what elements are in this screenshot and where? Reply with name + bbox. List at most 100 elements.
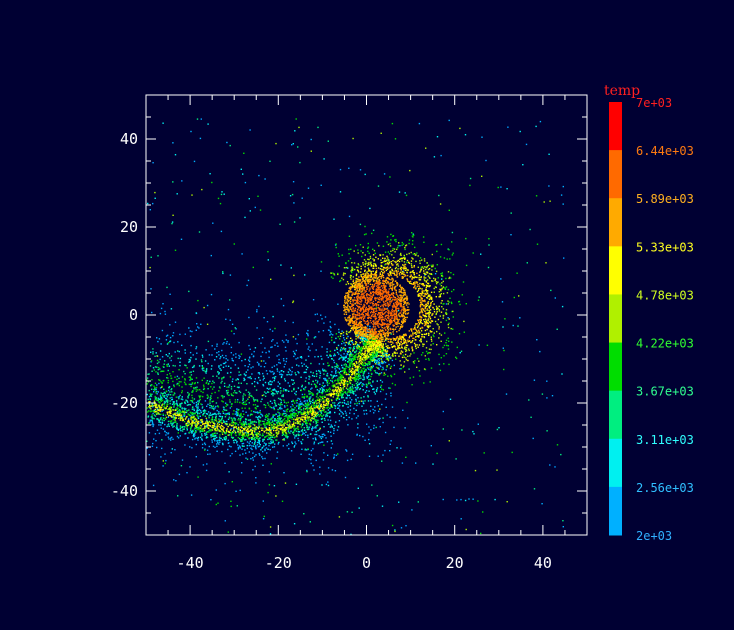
data-point (274, 376, 277, 378)
data-point (289, 425, 292, 427)
data-point (327, 419, 329, 421)
data-point (155, 390, 158, 393)
data-point (210, 397, 212, 400)
data-point (347, 424, 349, 426)
data-point (179, 405, 181, 407)
data-point (447, 323, 449, 326)
data-point (208, 417, 210, 419)
data-point (226, 372, 229, 374)
data-point (168, 412, 171, 414)
data-point (302, 409, 305, 411)
data-point (270, 432, 273, 434)
data-point (323, 406, 326, 408)
data-point (190, 412, 193, 414)
data-point (324, 419, 326, 421)
data-point (218, 443, 220, 445)
data-point (341, 254, 343, 256)
data-point (202, 413, 204, 416)
data-point (264, 426, 266, 429)
data-point (329, 416, 331, 418)
data-point (424, 274, 426, 276)
data-point (172, 380, 174, 383)
data-point (240, 440, 242, 443)
data-point (319, 413, 322, 416)
data-point (378, 350, 380, 352)
data-point (549, 464, 551, 466)
data-point (439, 369, 442, 372)
data-point (337, 393, 340, 395)
data-point (444, 288, 447, 290)
data-point (201, 361, 203, 363)
data-point (318, 406, 321, 409)
data-point (308, 390, 310, 392)
data-point (365, 341, 367, 343)
data-point (472, 430, 474, 433)
data-point (365, 345, 368, 348)
data-point (322, 459, 325, 461)
data-point (354, 390, 356, 392)
data-point (169, 336, 172, 339)
data-point (269, 423, 271, 425)
data-point (326, 390, 328, 392)
data-point (335, 363, 338, 365)
data-point (181, 386, 183, 388)
data-point (346, 266, 348, 269)
data-point (246, 458, 249, 460)
data-point (230, 446, 232, 448)
data-point (386, 366, 388, 368)
data-point (203, 409, 206, 411)
data-point (372, 248, 374, 250)
data-point (422, 267, 425, 270)
data-point (212, 434, 214, 436)
data-point (170, 406, 173, 409)
data-point (291, 400, 293, 403)
data-point (179, 413, 181, 415)
data-point (304, 418, 307, 420)
data-point (187, 391, 189, 394)
data-point (204, 412, 206, 414)
data-point (345, 356, 347, 359)
data-point (195, 329, 197, 331)
data-point (362, 435, 364, 438)
data-point (405, 357, 407, 359)
data-point (209, 407, 211, 409)
data-point (274, 418, 276, 420)
data-point (243, 403, 245, 406)
data-point (318, 410, 321, 412)
data-point (223, 382, 226, 385)
data-point (358, 348, 361, 350)
data-point (248, 198, 250, 200)
data-point (226, 403, 228, 406)
data-point (412, 240, 414, 242)
data-point (176, 411, 179, 413)
data-point (296, 415, 298, 417)
data-point (369, 361, 371, 363)
data-point (415, 260, 417, 263)
data-point (225, 361, 227, 363)
data-point (287, 424, 289, 426)
data-point (324, 385, 326, 387)
data-point (295, 393, 297, 396)
data-point (154, 388, 156, 390)
data-point (227, 359, 229, 361)
data-point (306, 405, 308, 407)
data-point (385, 343, 387, 345)
data-point (392, 249, 394, 252)
data-point (156, 384, 158, 386)
data-point (407, 348, 410, 350)
data-point (366, 357, 368, 359)
data-point (332, 272, 334, 274)
data-point (194, 427, 196, 429)
data-point (356, 345, 358, 347)
data-point (356, 402, 358, 404)
data-point (351, 377, 354, 379)
data-point (236, 413, 239, 416)
data-point (310, 411, 312, 413)
data-point (348, 342, 350, 344)
data-point (196, 420, 198, 422)
data-point (377, 455, 379, 457)
data-point (252, 445, 255, 447)
data-point (242, 437, 244, 440)
data-point (230, 367, 232, 369)
data-point (221, 395, 224, 397)
